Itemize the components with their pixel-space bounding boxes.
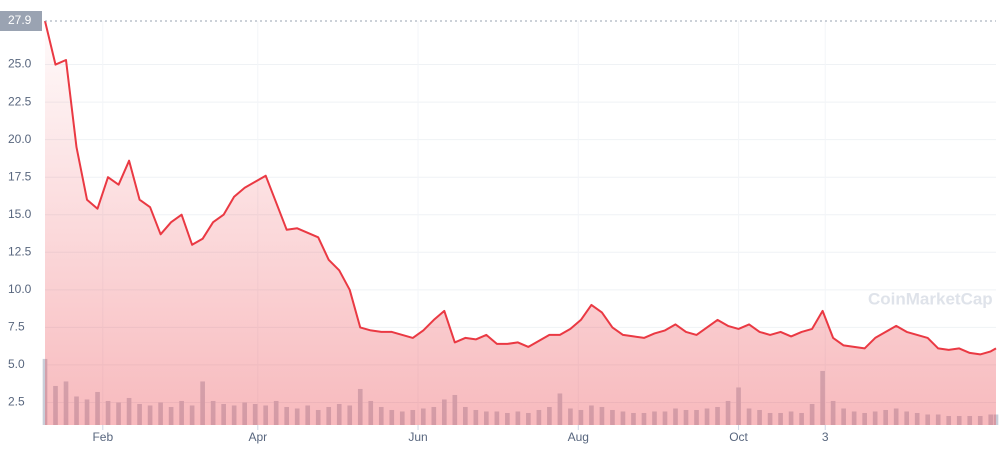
y-tick-label: 22.5 <box>8 94 32 108</box>
x-tick-label: Aug <box>568 430 589 444</box>
x-tick-label: Oct <box>729 430 748 444</box>
x-tick-label: Apr <box>248 430 267 444</box>
y-tick-label: 7.5 <box>8 320 25 334</box>
y-tick-label: 25.0 <box>8 57 32 71</box>
y-tick-label: 12.5 <box>8 244 32 258</box>
watermark: CoinMarketCap <box>868 289 993 308</box>
x-tick-label: Feb <box>92 430 113 444</box>
x-tick-label: Jun <box>408 430 427 444</box>
y-tick-label: 5.0 <box>8 357 25 371</box>
y-tick-label: 15.0 <box>8 207 32 221</box>
y-tick-label: 17.5 <box>8 169 32 183</box>
x-tick-label: 3 <box>822 430 829 444</box>
price-line <box>44 20 997 356</box>
y-tick-label: 20.0 <box>8 132 32 146</box>
y-tick-label: 10.0 <box>8 282 32 296</box>
highlight-label: 27.9 <box>8 13 32 27</box>
y-tick-label: 2.5 <box>8 395 25 409</box>
area-fill <box>45 21 996 425</box>
highlight-box <box>0 11 42 31</box>
